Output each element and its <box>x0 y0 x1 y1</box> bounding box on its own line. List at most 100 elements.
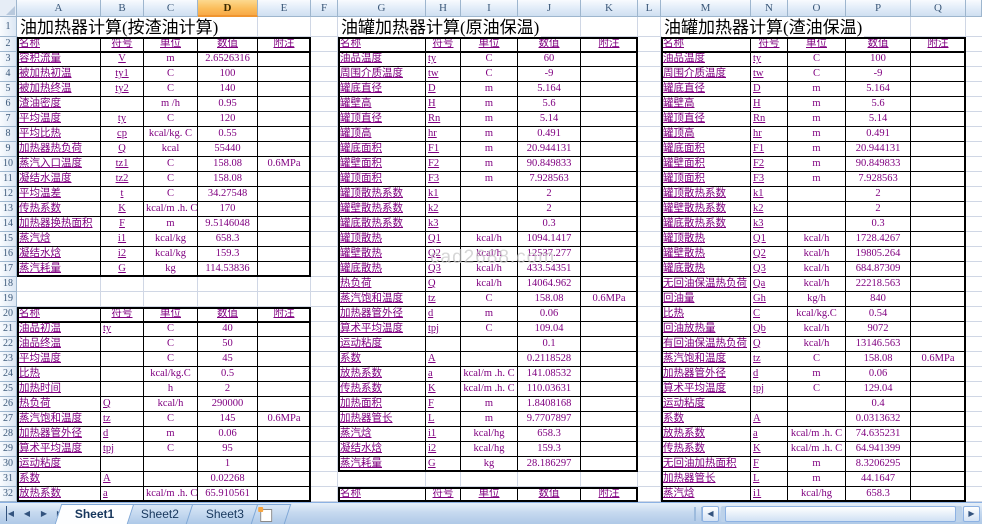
cell-symbol[interactable]: L <box>751 472 788 487</box>
cell-name[interactable]: 放热系数 <box>661 427 751 442</box>
cell-unit[interactable]: m <box>788 82 846 97</box>
column-header-N[interactable]: N <box>751 0 788 17</box>
cell-symbol[interactable]: tpj <box>426 322 461 337</box>
cell-value[interactable]: 90.849833 <box>846 157 911 172</box>
cell-unit[interactable]: C <box>461 292 518 307</box>
cell-name[interactable]: 罐底直径 <box>661 82 751 97</box>
cell-note[interactable] <box>581 337 638 352</box>
cell-unit[interactable]: kcal/m .h. C <box>461 382 518 397</box>
cell-value[interactable]: -9 <box>846 67 911 82</box>
cell-symbol[interactable]: A <box>751 412 788 427</box>
cell-symbol[interactable]: cp <box>101 127 144 142</box>
cell-value[interactable]: 8.3206295 <box>846 457 911 472</box>
cell-unit[interactable]: kcal/h <box>144 397 198 412</box>
cell-value[interactable]: 44.1647 <box>846 472 911 487</box>
cell-name[interactable]: 加热面积 <box>338 397 426 412</box>
cell-unit[interactable] <box>788 202 846 217</box>
cell-symbol[interactable]: Q <box>426 277 461 292</box>
cell-symbol[interactable] <box>101 337 144 352</box>
cell-name[interactable]: 平均温度 <box>17 112 101 127</box>
cell-symbol[interactable]: Q <box>101 142 144 157</box>
cell-name[interactable]: 罐壁散热 <box>661 247 751 262</box>
cell-value[interactable]: 5.164 <box>846 82 911 97</box>
cell-name[interactable]: 运动粘度 <box>17 457 101 472</box>
cell-note[interactable] <box>911 337 966 352</box>
cell-symbol[interactable]: A <box>426 352 461 367</box>
row-header-7[interactable]: 7 <box>0 112 17 127</box>
cell-unit[interactable]: m <box>461 142 518 157</box>
cell-unit[interactable]: kg <box>461 457 518 472</box>
cell-name[interactable]: 平均比热 <box>17 127 101 142</box>
cell-unit[interactable] <box>461 217 518 232</box>
cell-name[interactable]: 被加热终温 <box>17 82 101 97</box>
cell-symbol[interactable]: F2 <box>751 157 788 172</box>
column-header-C[interactable]: C <box>144 0 198 17</box>
cell-name[interactable]: 无回油加热面积 <box>661 457 751 472</box>
next-sheet-icon[interactable]: ▶ <box>40 509 48 518</box>
header-cell[interactable]: 符号 <box>751 37 788 52</box>
cell-value[interactable]: 1.8408168 <box>518 397 581 412</box>
cell-note[interactable] <box>911 292 966 307</box>
cell-symbol[interactable]: Q1 <box>426 232 461 247</box>
cell-symbol[interactable]: Q <box>101 397 144 412</box>
cell-value[interactable]: 0.55 <box>198 127 258 142</box>
cell-value[interactable]: 0.1 <box>518 337 581 352</box>
cell-name[interactable]: 算术平均温度 <box>17 442 101 457</box>
cell-value[interactable]: 129.04 <box>846 382 911 397</box>
cell-note[interactable] <box>581 277 638 292</box>
cell-unit[interactable]: kcal/h <box>788 262 846 277</box>
cell-note[interactable] <box>258 247 311 262</box>
row-header-19[interactable]: 19 <box>0 292 17 307</box>
cell-unit[interactable]: C <box>144 157 198 172</box>
cell-note[interactable] <box>581 157 638 172</box>
header-cell[interactable]: 附注 <box>258 37 311 52</box>
cell-value[interactable]: 64.941399 <box>846 442 911 457</box>
header-cell[interactable]: 数值 <box>198 307 258 322</box>
row-header-23[interactable]: 23 <box>0 352 17 367</box>
cell-symbol[interactable]: ty <box>751 52 788 67</box>
cell-symbol[interactable]: tz2 <box>101 172 144 187</box>
cell-unit[interactable]: kcal/h <box>461 232 518 247</box>
cell-name[interactable]: 传热系数 <box>17 202 101 217</box>
cell-name[interactable]: 罐底散热系数 <box>661 217 751 232</box>
cell-unit[interactable] <box>788 217 846 232</box>
header-cell[interactable]: 数值 <box>518 487 581 502</box>
cell-unit[interactable]: kcal/kg.C <box>144 367 198 382</box>
cell-unit[interactable]: m <box>788 472 846 487</box>
cell-value[interactable]: 7.928563 <box>846 172 911 187</box>
cell-unit[interactable]: m <box>788 127 846 142</box>
cell-symbol[interactable]: F3 <box>426 172 461 187</box>
cell-note[interactable] <box>581 187 638 202</box>
cell-value[interactable]: 0.3 <box>518 217 581 232</box>
cell-name[interactable]: 罐底散热系数 <box>338 217 426 232</box>
cell-unit[interactable]: m <box>461 127 518 142</box>
cell-symbol[interactable] <box>101 352 144 367</box>
cell-note[interactable] <box>258 322 311 337</box>
cell-note[interactable] <box>911 322 966 337</box>
cell-name[interactable]: 蒸汽焓 <box>17 232 101 247</box>
cell-name[interactable]: 加热器管外径 <box>17 427 101 442</box>
cell-unit[interactable] <box>461 352 518 367</box>
cell-name[interactable]: 传热系数 <box>661 442 751 457</box>
cell-value[interactable]: 9072 <box>846 322 911 337</box>
cell-note[interactable]: 0.6MPa <box>258 412 311 427</box>
cell-unit[interactable]: kcal/h <box>461 262 518 277</box>
cell-unit[interactable]: C <box>461 52 518 67</box>
cell-name[interactable]: 比热 <box>17 367 101 382</box>
header-cell[interactable]: 附注 <box>581 37 638 52</box>
cell-value[interactable]: 1728.4267 <box>846 232 911 247</box>
cell-unit[interactable]: m <box>788 112 846 127</box>
cell-name[interactable]: 传热系数 <box>338 382 426 397</box>
cell-value[interactable]: 158.08 <box>198 172 258 187</box>
tab-sheet1[interactable]: Sheet1 <box>54 504 135 524</box>
cell-unit[interactable]: C <box>144 187 198 202</box>
row-header-15[interactable]: 15 <box>0 232 17 247</box>
row-header-22[interactable]: 22 <box>0 337 17 352</box>
table-title[interactable]: 油罐加热器计算(原油保温) <box>339 17 542 37</box>
cell-unit[interactable]: kcal/h <box>788 277 846 292</box>
cell-note[interactable] <box>581 82 638 97</box>
row-header-18[interactable]: 18 <box>0 277 17 292</box>
row-header-1[interactable]: 1 <box>0 17 17 37</box>
cell-name[interactable]: 罐壁高 <box>661 97 751 112</box>
cell-note[interactable] <box>911 157 966 172</box>
